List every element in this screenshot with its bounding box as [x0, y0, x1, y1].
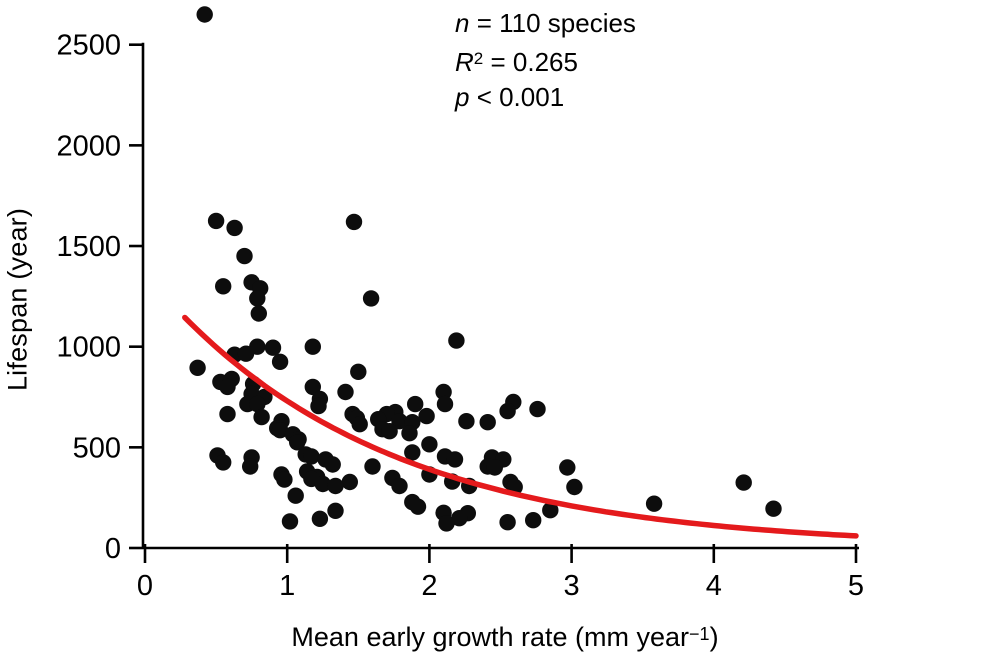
data-point: [765, 500, 782, 517]
data-point: [479, 414, 496, 431]
data-point: [421, 436, 438, 453]
x-tick-label: 5: [848, 570, 864, 602]
data-point: [438, 515, 455, 532]
data-point: [337, 383, 354, 401]
data-point: [735, 474, 752, 491]
data-point: [304, 338, 321, 355]
data-point: [314, 475, 331, 493]
x-axis-title-text: Mean early growth rate (mm year: [291, 622, 690, 652]
data-point: [486, 459, 503, 476]
x-axis-title: Mean early growth rate (mm year−1): [150, 622, 860, 653]
data-point: [271, 353, 289, 370]
data-point: [303, 448, 320, 465]
data-point: [189, 359, 206, 376]
data-point: [351, 416, 368, 433]
y-tick-label: 1500: [56, 231, 121, 263]
data-point: [407, 395, 424, 413]
stats-annotation: n = 110 species R2 = 0.265 p < 0.001: [455, 6, 636, 115]
data-point: [289, 434, 306, 451]
data-point: [525, 512, 542, 529]
stats-n-value: = 110 species: [469, 8, 636, 38]
data-point: [499, 402, 516, 420]
data-point: [529, 400, 546, 418]
data-point: [310, 397, 327, 415]
stats-p-value: < 0.001: [469, 82, 565, 112]
data-point: [645, 495, 663, 512]
data-point: [448, 332, 465, 349]
data-point: [250, 305, 267, 322]
data-point: [341, 473, 358, 491]
data-point: [362, 290, 380, 307]
data-point: [345, 213, 363, 231]
data-point: [236, 247, 253, 265]
x-tick-label: 4: [706, 570, 722, 602]
data-point: [409, 498, 427, 515]
fit-curve: [182, 314, 859, 539]
data-point: [207, 212, 225, 230]
data-point: [542, 502, 559, 519]
x-tick-label: 0: [137, 570, 153, 602]
data-point: [281, 513, 299, 530]
data-point: [226, 219, 243, 237]
data-point: [276, 471, 293, 488]
data-point: [436, 395, 454, 413]
data-point: [196, 6, 213, 23]
data-point: [451, 510, 468, 527]
data-point: [219, 378, 236, 396]
y-tick-label: 500: [73, 432, 121, 464]
stats-r-value: = 0.265: [483, 47, 578, 77]
stats-r-symbol: R: [455, 47, 474, 77]
data-point: [559, 459, 576, 476]
y-axis-title-text: Lifespan (year): [2, 207, 33, 392]
data-point: [401, 425, 418, 442]
data-point: [311, 510, 329, 527]
data-point: [327, 502, 344, 519]
stats-annotation-line-r2: R2 = 0.265: [455, 41, 636, 80]
data-point: [458, 413, 475, 430]
data-point: [435, 383, 452, 401]
y-tick-label: 1000: [56, 332, 121, 364]
data-point: [215, 278, 232, 295]
x-axis-title-sup: −1: [689, 624, 710, 644]
data-point: [219, 405, 236, 423]
y-tick-label: 2500: [56, 30, 121, 62]
stats-annotation-line-n: n = 110 species: [455, 6, 636, 41]
data-point: [264, 339, 282, 356]
data-point: [404, 444, 421, 461]
stats-p-symbol: p: [455, 82, 470, 112]
data-point: [287, 487, 304, 504]
data-point: [566, 478, 583, 496]
data-point: [249, 290, 266, 307]
data-point: [271, 422, 289, 439]
x-tick-label: 2: [421, 570, 437, 602]
data-point: [327, 477, 344, 495]
data-point: [418, 407, 435, 425]
data-point: [446, 451, 464, 468]
y-tick-label: 2000: [56, 130, 121, 162]
data-point: [253, 408, 270, 426]
data-point: [237, 345, 255, 362]
data-point: [391, 477, 408, 495]
x-tick-label: 3: [564, 570, 580, 602]
data-point: [364, 458, 381, 475]
data-point: [391, 413, 408, 430]
data-point: [350, 363, 367, 380]
x-tick-label: 1: [279, 570, 295, 602]
y-axis-title: Lifespan (year): [3, 160, 34, 440]
stats-r-exponent: 2: [473, 49, 484, 68]
data-point: [499, 514, 516, 531]
stats-n-symbol: n: [455, 8, 470, 38]
y-tick-label: 0: [105, 533, 121, 565]
data-point: [381, 423, 398, 440]
data-point: [215, 454, 232, 471]
x-axis-title-close: ): [709, 622, 719, 652]
stats-annotation-line-p: p < 0.001: [455, 80, 636, 115]
data-point: [324, 456, 341, 473]
data-point: [242, 458, 259, 475]
data-point: [304, 378, 321, 396]
data-point: [249, 395, 266, 413]
